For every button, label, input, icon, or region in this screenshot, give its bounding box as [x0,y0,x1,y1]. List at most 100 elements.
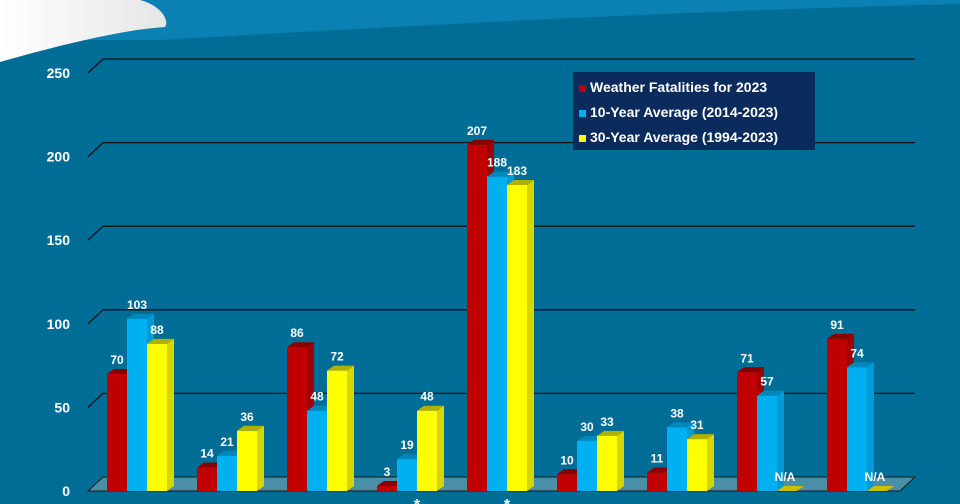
data-label: 10 [560,453,574,467]
data-label: N/A [775,470,796,484]
bar [827,338,847,491]
bar-side [437,405,444,491]
bar-top [667,422,694,428]
data-label: 33 [600,415,614,429]
bar [237,430,257,491]
data-label: 48 [310,390,324,404]
bar [417,410,437,491]
gridline-tick [87,392,104,408]
bar-top [287,342,314,348]
data-label: 38 [670,406,684,420]
y-tick-label: 200 [47,149,71,165]
bar [217,455,237,491]
bar [557,474,577,491]
bar [757,395,777,491]
legend: Weather Fatalities for 2023 10-Year Aver… [573,72,815,150]
bar-top [687,434,714,440]
bar-top [757,390,784,396]
legend-swatch [579,135,586,142]
data-label: 48 [420,390,434,404]
data-label: 91 [830,318,844,332]
bar [467,144,487,491]
bar [327,370,347,491]
data-label: 86 [290,326,304,340]
legend-item: 10-Year Average (2014-2023) [579,99,815,124]
data-label: 207 [467,124,487,138]
legend-item: 30-Year Average (1994-2023) [579,124,815,149]
data-label: 36 [240,410,254,424]
data-label: 103 [127,298,147,312]
bar [647,472,667,491]
data-label: 57 [760,375,774,389]
bar-missing [867,486,894,491]
bar-side [347,365,354,491]
bar-side [867,362,874,491]
category-mark: * [504,497,511,504]
bar [847,367,867,491]
data-label: 11 [651,452,664,466]
bar [487,176,507,491]
bar-top [827,333,854,339]
bar-top [127,313,154,319]
bar [397,459,417,491]
legend-item: Weather Fatalities for 2023 [579,74,815,99]
y-tick-label: 50 [54,399,70,415]
bar [287,347,307,491]
data-label: 88 [150,323,164,337]
gridline-tick [87,58,104,74]
data-label: 3 [384,465,391,479]
bar-top [597,430,624,436]
y-tick-label: 100 [47,316,71,332]
bar-side [707,434,714,491]
bar [147,343,167,491]
data-label: 188 [487,156,507,170]
category-mark: * [414,497,421,504]
bar-top [147,338,174,344]
gridline-tick [87,225,104,241]
bar-top [507,180,534,186]
data-label: 71 [740,351,754,365]
data-label: N/A [865,470,886,484]
bar-side [167,338,174,491]
bar-top [847,362,874,368]
data-label: 183 [507,164,527,178]
gridline-tick [87,142,104,158]
bar [687,439,707,491]
bar [737,372,757,491]
bar [377,485,397,491]
bar [597,435,617,491]
y-tick-label: 150 [47,232,71,248]
legend-label: 10-Year Average (2014-2023) [590,103,779,120]
bar [307,410,327,491]
bar-side [777,390,784,491]
bar [127,318,147,491]
bar-side [527,180,534,492]
bar-side [617,430,624,491]
bar-top [237,425,264,431]
y-tick-label: 0 [62,483,70,499]
data-label: 74 [850,346,864,360]
data-label: 14 [200,447,214,461]
legend-swatch [579,85,586,92]
data-label: 70 [110,353,124,367]
data-label: 30 [580,420,594,434]
bar [107,373,127,491]
bar-top [417,405,444,411]
bar [197,467,217,491]
data-label: 21 [220,435,234,449]
bar-top [737,367,764,373]
bar-top [487,171,514,177]
bar [577,440,597,491]
background-swoosh [0,0,167,62]
bar-top [327,365,354,371]
bar-side [257,425,264,491]
data-label: 19 [400,438,414,452]
legend-label: 30-Year Average (1994-2023) [590,128,779,145]
bar [507,185,527,492]
data-label: 72 [330,350,344,364]
bar-top [467,139,494,145]
legend-swatch [579,110,586,117]
background-wave [0,0,960,40]
legend-label: Weather Fatalities for 2023 [590,78,768,95]
